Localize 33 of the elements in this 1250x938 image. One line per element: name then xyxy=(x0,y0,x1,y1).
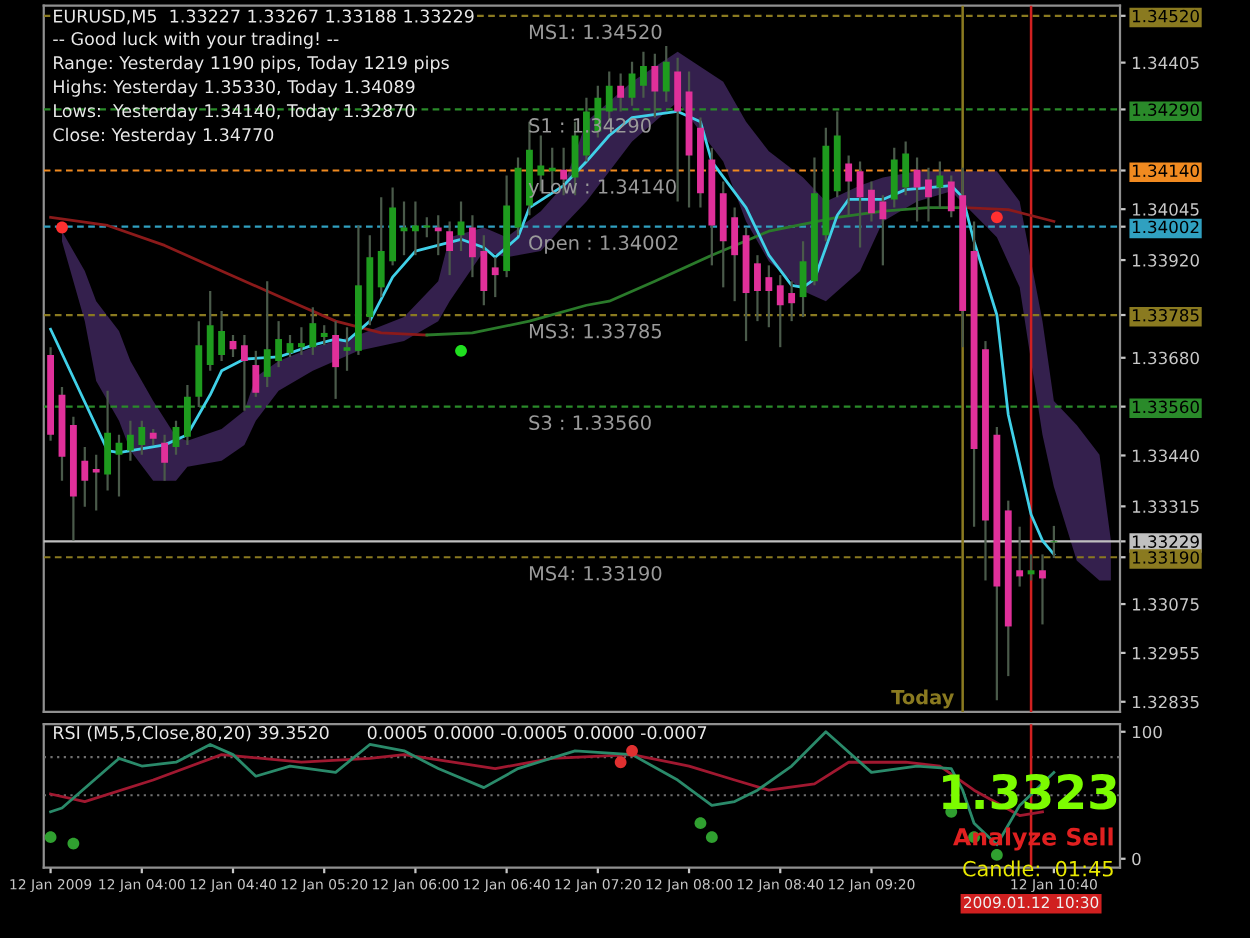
y-tick-label: 1.33560 xyxy=(1132,400,1199,414)
y-tick-label: 1.33920 xyxy=(1132,254,1199,267)
y-tick-label: 1.34002 xyxy=(1132,220,1199,234)
y-tick-label: 1.33440 xyxy=(1132,449,1199,463)
y-tick-label: 1.34520 xyxy=(1132,9,1199,23)
y-tick-label: 100 xyxy=(1132,725,1162,739)
annotation: RSI (M5,5,Close,80,20) 39.3520 xyxy=(54,725,329,742)
y-tick-label: 1.34045 xyxy=(1132,203,1199,216)
annotation: Highs: Yesterday 1.35330, Today 1.34089 xyxy=(54,79,415,97)
ref-line-label: S3 : 1.33560 xyxy=(529,415,651,430)
annotation: Lows: Yesterday 1.34140, Today 1.32870 xyxy=(54,103,415,121)
y-tick-label: 1.32955 xyxy=(1132,646,1199,660)
y-tick-label: 1.33075 xyxy=(1132,598,1199,611)
y-tick-label: 1.33229 xyxy=(1132,535,1199,548)
ref-line-label: Open : 1.34002 xyxy=(529,235,678,254)
annotation: -- Good luck with your trading! -- xyxy=(53,31,339,49)
ref-line-label: Today xyxy=(891,689,954,709)
y-tick-label: 1.33785 xyxy=(1132,308,1199,322)
chart-title: EURUSD,M5 1.33227 1.33267 1.33188 1.33229 xyxy=(54,9,474,25)
y-tick-label: 1.32835 xyxy=(1132,695,1199,709)
y-tick-label: 1.33190 xyxy=(1132,551,1199,564)
annotation: 0.0005 0.0000 -0.0005 0.0000 -0.0007 xyxy=(367,726,707,740)
annotation: Range: Yesterday 1190 pips, Today 1219 pips xyxy=(54,55,449,73)
y-tick-label: 1.33680 xyxy=(1132,351,1199,365)
ref-line-label: MS3: 1.33785 xyxy=(529,323,661,339)
y-tick-label: 1.34405 xyxy=(1132,56,1199,70)
annotation: Close: Yesterday 1.34770 xyxy=(53,127,274,145)
ref-line-label: MS1: 1.34520 xyxy=(529,24,662,40)
y-tick-label: 1.34140 xyxy=(1132,164,1199,178)
y-tick-label: 0 xyxy=(1132,852,1141,866)
ref-line-label: MS4: 1.33190 xyxy=(529,565,662,581)
y-tick-label: 1.33315 xyxy=(1132,500,1199,513)
y-tick-label: 1.34290 xyxy=(1132,103,1199,117)
